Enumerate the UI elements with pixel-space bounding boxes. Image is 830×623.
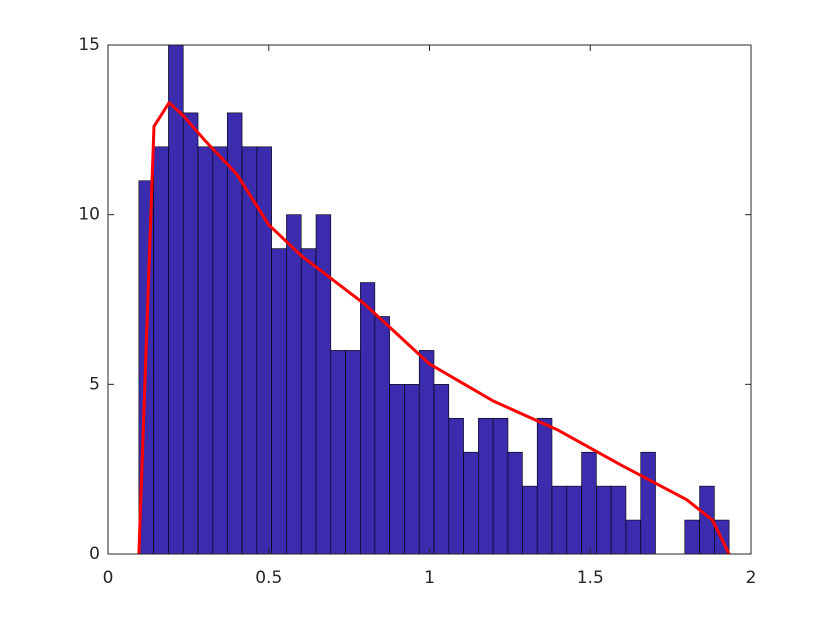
- y-tick-label: 0: [89, 544, 100, 564]
- x-tick-label: 1.5: [577, 568, 604, 588]
- bar: [241, 146, 258, 555]
- bar: [389, 384, 405, 555]
- x-tick-label: 0: [103, 568, 114, 588]
- bar: [197, 146, 214, 555]
- bar: [478, 417, 494, 555]
- x-tick-label: 2: [746, 568, 757, 588]
- bar: [448, 417, 464, 555]
- bar: [345, 350, 361, 555]
- bar: [522, 485, 538, 555]
- x-tick-label: 0.5: [255, 568, 282, 588]
- bar: [566, 485, 582, 555]
- bar: [168, 44, 184, 555]
- bar: [404, 384, 420, 555]
- bar: [492, 417, 509, 555]
- fit-line: [137, 101, 731, 555]
- bar: [374, 316, 390, 555]
- bar: [684, 519, 700, 555]
- bar: [153, 146, 169, 555]
- bar: [596, 485, 612, 555]
- x-tick-label: 1: [424, 568, 435, 588]
- bar: [212, 146, 228, 555]
- bar: [315, 214, 332, 555]
- bar: [300, 248, 317, 555]
- y-tick-label: 10: [78, 205, 100, 225]
- y-tick-label: 15: [78, 35, 100, 55]
- bar: [433, 384, 450, 555]
- bar: [625, 519, 642, 555]
- bar: [536, 417, 553, 555]
- bar: [581, 451, 597, 555]
- bar: [271, 248, 287, 555]
- bar: [286, 214, 302, 555]
- bar: [610, 485, 627, 555]
- bar: [182, 112, 199, 555]
- bar: [640, 451, 656, 555]
- bar: [551, 485, 568, 555]
- bar: [330, 350, 346, 555]
- bar: [463, 451, 479, 555]
- y-tick-label: 5: [89, 374, 100, 394]
- bar: [360, 282, 376, 555]
- bar: [507, 451, 523, 555]
- bar: [418, 350, 435, 555]
